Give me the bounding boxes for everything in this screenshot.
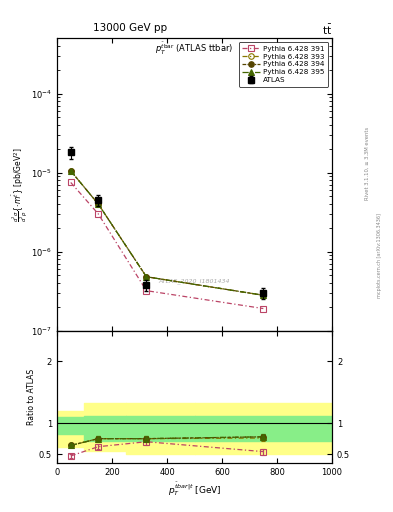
Text: ATLAS_2020_I1801434: ATLAS_2020_I1801434: [159, 278, 230, 284]
Pythia 6.428 391: [144, 288, 149, 294]
Pythia 6.428 393: [96, 201, 101, 207]
Pythia 6.428 394: [96, 201, 101, 207]
Pythia 6.428 393: [261, 292, 266, 298]
Line: Pythia 6.428 393: Pythia 6.428 393: [68, 168, 266, 298]
Line: Pythia 6.428 391: Pythia 6.428 391: [68, 180, 266, 311]
Text: Rivet 3.1.10, ≥ 3.3M events: Rivet 3.1.10, ≥ 3.3M events: [365, 127, 370, 201]
X-axis label: $p^{\bar{t}bar|t}_T$ [GeV]: $p^{\bar{t}bar|t}_T$ [GeV]: [168, 480, 221, 498]
Pythia 6.428 393: [68, 168, 73, 174]
Text: t$\bar{\mathrm{t}}$: t$\bar{\mathrm{t}}$: [322, 23, 332, 37]
Pythia 6.428 394: [261, 292, 266, 298]
Y-axis label: $\frac{d^2\sigma}{d^2p}\{\cdot m^{\bar{t}}\}$ [pb/GeV$^2$]: $\frac{d^2\sigma}{d^2p}\{\cdot m^{\bar{t…: [11, 147, 29, 222]
Text: mcplots.cern.ch [arXiv:1306.3436]: mcplots.cern.ch [arXiv:1306.3436]: [377, 214, 382, 298]
Pythia 6.428 395: [261, 292, 266, 298]
Legend: Pythia 6.428 391, Pythia 6.428 393, Pythia 6.428 394, Pythia 6.428 395, ATLAS: Pythia 6.428 391, Pythia 6.428 393, Pyth…: [239, 42, 329, 87]
Line: Pythia 6.428 394: Pythia 6.428 394: [68, 168, 266, 298]
Text: $p_T^{\bar{t}\mathrm{bar}}$ (ATLAS ttbar): $p_T^{\bar{t}\mathrm{bar}}$ (ATLAS ttbar…: [156, 41, 233, 57]
Pythia 6.428 394: [144, 274, 149, 280]
Pythia 6.428 391: [96, 211, 101, 217]
Pythia 6.428 395: [68, 168, 73, 174]
Pythia 6.428 391: [68, 179, 73, 185]
Pythia 6.428 395: [144, 274, 149, 280]
Y-axis label: Ratio to ATLAS: Ratio to ATLAS: [27, 369, 36, 425]
Line: Pythia 6.428 395: Pythia 6.428 395: [68, 168, 266, 298]
Pythia 6.428 395: [96, 201, 101, 207]
Pythia 6.428 394: [68, 168, 73, 174]
Pythia 6.428 391: [261, 306, 266, 312]
Text: 13000 GeV pp: 13000 GeV pp: [93, 23, 167, 33]
Pythia 6.428 393: [144, 274, 149, 280]
